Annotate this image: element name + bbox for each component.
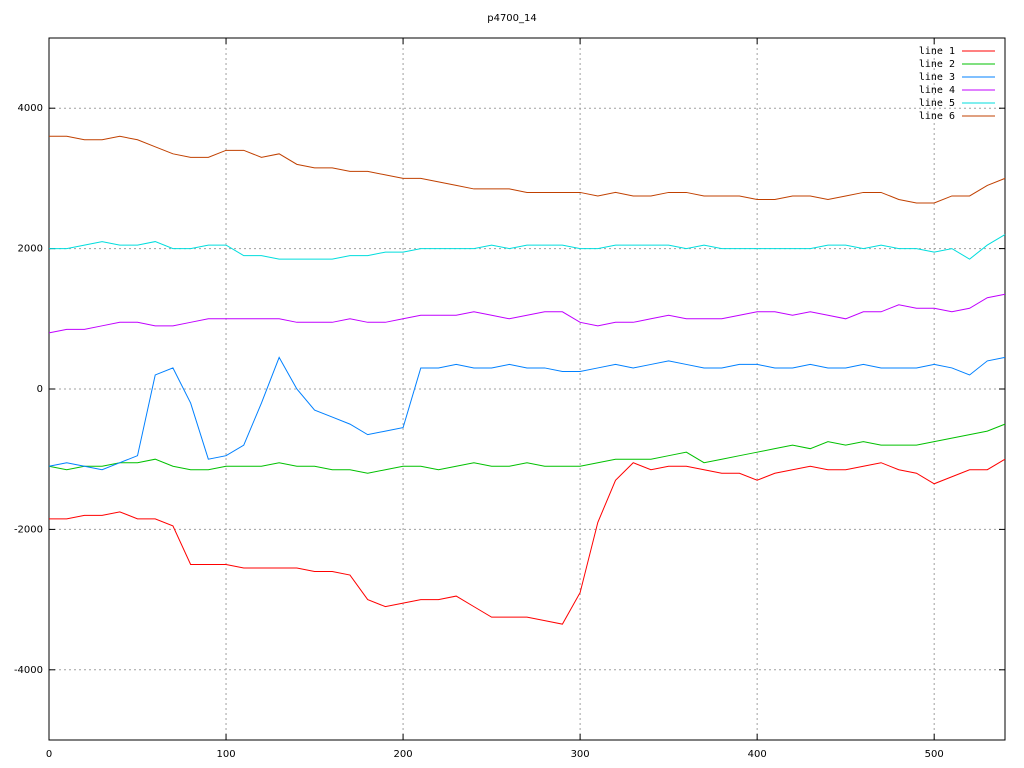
plot-border (48, 37, 1006, 741)
series-line (49, 234, 1006, 260)
series-line (48, 356, 1006, 471)
legend-label: line 3 (919, 72, 955, 83)
series-line (48, 423, 1006, 474)
chart-title: p4700_14 (487, 13, 537, 24)
legend-label: line 4 (919, 85, 955, 96)
x-tick-label: 200 (394, 749, 413, 760)
y-tick-label: 4000 (18, 103, 43, 114)
legend-label: line 6 (919, 111, 955, 122)
x-tick-label: 400 (748, 749, 767, 760)
series-line (48, 293, 1006, 334)
x-tick-label: 500 (925, 749, 944, 760)
y-tick-label: -4000 (14, 665, 43, 676)
series-line (49, 458, 1006, 625)
x-tick-label: 0 (46, 749, 52, 760)
y-tick-label: 2000 (18, 244, 43, 255)
legend-label: line 1 (919, 46, 955, 57)
series-line (49, 135, 1006, 204)
legend-label: line 5 (919, 98, 955, 109)
x-tick-label: 100 (216, 749, 235, 760)
y-tick-label: 0 (37, 384, 43, 395)
legend-label: line 2 (919, 59, 955, 70)
x-tick-label: 300 (571, 749, 590, 760)
y-tick-label: -2000 (14, 524, 43, 535)
